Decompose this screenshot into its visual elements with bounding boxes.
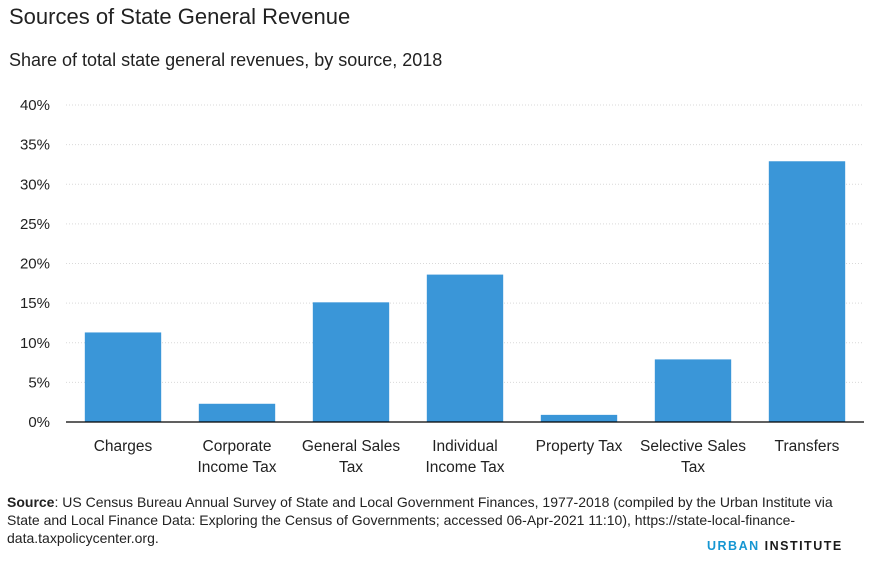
bar-chart: 0% 5% 10% 15% 20% 25% 30% 35% 40% Charges Corporat… [20, 97, 864, 476]
logo-urban-text: URBAN [707, 539, 760, 553]
y-tick-label: 20% [20, 256, 50, 273]
y-tick-label: 0% [28, 414, 50, 431]
chart-subtitle: Share of total state general revenues, b… [9, 50, 443, 70]
source-text: : US Census Bureau Annual Survey of Stat… [7, 494, 833, 546]
y-tick-label: 10% [20, 335, 50, 352]
y-tick-label: 5% [28, 374, 50, 391]
x-tick-label: Transfers [775, 438, 840, 455]
y-tick-label: 30% [20, 176, 50, 193]
source-note: Source: US Census Bureau Annual Survey o… [7, 493, 862, 547]
y-tick-label: 35% [20, 137, 50, 154]
y-tick-label: 40% [20, 97, 50, 114]
x-tick-label: Income Tax [426, 459, 505, 476]
x-tick-label: Charges [94, 438, 153, 455]
bar [312, 302, 390, 422]
x-tick-label: Individual [432, 438, 498, 455]
x-tick-label: Selective Sales [640, 438, 746, 455]
x-tick-label: General Sales [302, 438, 400, 455]
bar [540, 414, 618, 422]
chart-title: Sources of State General Revenue [9, 4, 351, 29]
logo-institute-text: INSTITUTE [759, 539, 843, 553]
x-tick-label: Tax [681, 459, 705, 476]
y-tick-label: 15% [20, 295, 50, 312]
bar [426, 274, 504, 422]
y-tick-label: 25% [20, 216, 50, 233]
source-label: Source [7, 494, 55, 510]
x-tick-label: Income Tax [198, 459, 277, 476]
urban-institute-logo: URBAN INSTITUTE [707, 539, 843, 553]
bar [654, 359, 732, 422]
bar [768, 161, 846, 422]
bar [84, 332, 162, 422]
x-tick-label: Property Tax [536, 438, 623, 455]
x-tick-label: Tax [339, 459, 363, 476]
bar [198, 403, 276, 422]
x-tick-label: Corporate [203, 438, 272, 455]
